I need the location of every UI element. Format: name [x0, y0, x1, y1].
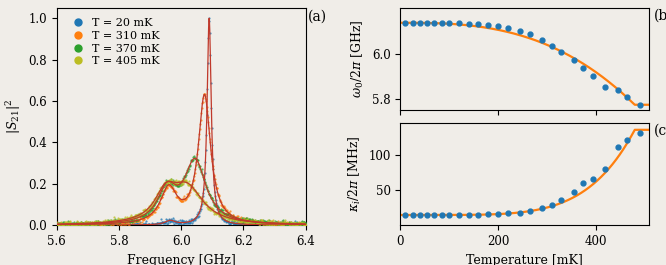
- Text: (a): (a): [308, 10, 327, 24]
- X-axis label: Temperature [mK]: Temperature [mK]: [466, 254, 583, 265]
- Text: (b): (b): [654, 9, 666, 23]
- Text: (c): (c): [654, 124, 666, 138]
- X-axis label: Frequency [GHz]: Frequency [GHz]: [127, 254, 236, 265]
- Legend: T = 20 mK, T = 310 mK, T = 370 mK, T = 405 mK: T = 20 mK, T = 310 mK, T = 370 mK, T = 4…: [62, 14, 165, 71]
- Y-axis label: $\kappa_i/2\pi$ [MHz]: $\kappa_i/2\pi$ [MHz]: [346, 136, 363, 212]
- Y-axis label: $\omega_0/2\pi$ [GHz]: $\omega_0/2\pi$ [GHz]: [350, 20, 366, 99]
- Y-axis label: $|S_{21}|^2$: $|S_{21}|^2$: [4, 99, 23, 134]
